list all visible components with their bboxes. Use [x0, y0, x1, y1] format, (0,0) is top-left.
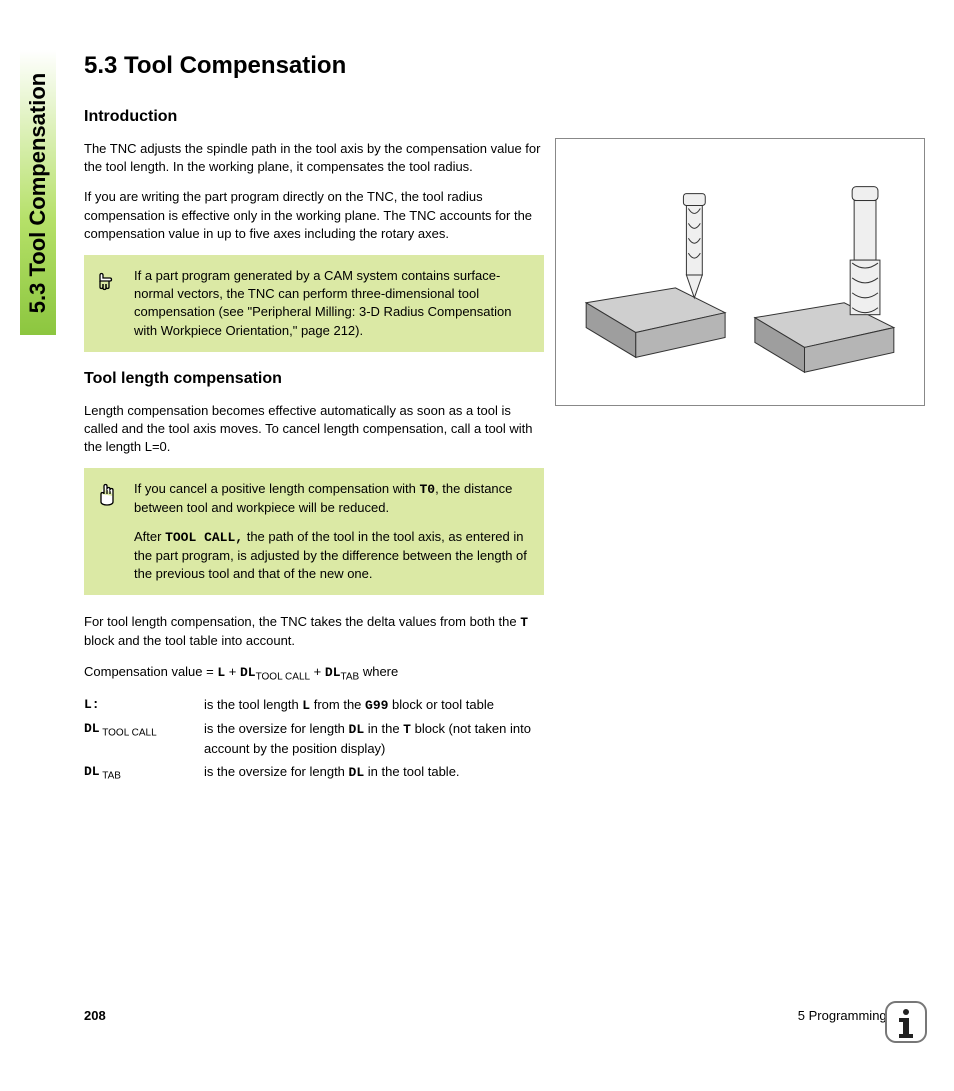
- note-cam-text: If a part program generated by a CAM sys…: [134, 267, 530, 340]
- tlc-p1: Length compensation becomes effective au…: [84, 402, 544, 457]
- tlc-heading: Tool length compensation: [84, 370, 544, 388]
- def-row-dl-tab: DL TAB is the oversize for length DL in …: [84, 763, 544, 784]
- definition-list: L: is the tool length L from the G99 blo…: [84, 696, 544, 784]
- intro-p1: The TNC adjusts the spindle path in the …: [84, 140, 544, 176]
- note-caution-p2: After TOOL CALL, the path of the tool in…: [134, 528, 530, 584]
- page-number: 208: [84, 1008, 106, 1023]
- main-content: 5.3 Tool Compensation Introduction The T…: [84, 52, 544, 788]
- note-box-cam: If a part program generated by a CAM sys…: [84, 255, 544, 352]
- tool-drill: [683, 194, 705, 298]
- compensation-formula: Compensation value = L + DLTOOL CALL + D…: [84, 663, 544, 685]
- def-desc-dl-tab: is the oversize for length DL in the too…: [204, 763, 544, 784]
- section-side-tab: 5.3 Tool Compensation: [20, 50, 56, 335]
- workpiece-left: [586, 288, 725, 357]
- note-caution-text: If you cancel a positive length compensa…: [134, 480, 530, 583]
- def-row-l: L: is the tool length L from the G99 blo…: [84, 696, 544, 716]
- note-caution-p1: If you cancel a positive length compensa…: [134, 480, 530, 517]
- intro-heading: Introduction: [84, 108, 544, 126]
- def-term-dl-tab: DL TAB: [84, 763, 204, 784]
- intro-p2: If you are writing the part program dire…: [84, 188, 544, 243]
- side-tab-label: 5.3 Tool Compensation: [25, 72, 51, 312]
- caution-hand-icon: [94, 480, 122, 510]
- page-footer: 208 5 Programming: Tools: [84, 1008, 924, 1023]
- tool-illustration: [555, 138, 925, 406]
- def-term-l: L:: [84, 696, 204, 716]
- info-icon: [884, 1000, 928, 1044]
- tlc-p2: For tool length compensation, the TNC ta…: [84, 613, 544, 650]
- def-desc-l: is the tool length L from the G99 block …: [204, 696, 544, 716]
- page-title: 5.3 Tool Compensation: [84, 52, 544, 80]
- note-box-caution: If you cancel a positive length compensa…: [84, 468, 544, 595]
- def-desc-dl-toolcall: is the oversize for length DL in the T b…: [204, 720, 544, 759]
- pointing-hand-icon: [94, 267, 122, 293]
- tool-endmill: [850, 187, 880, 315]
- def-term-dl-toolcall: DL TOOL CALL: [84, 720, 204, 759]
- def-row-dl-toolcall: DL TOOL CALL is the oversize for length …: [84, 720, 544, 759]
